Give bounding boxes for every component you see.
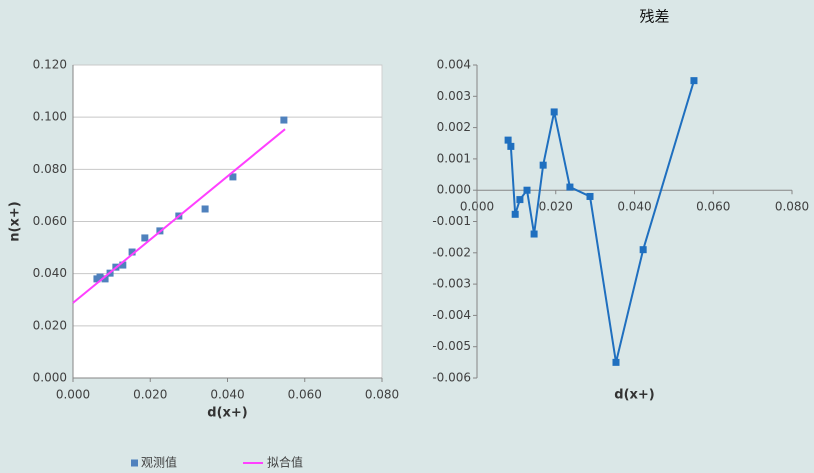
y-tick-label: 0.002 xyxy=(437,120,471,134)
x-tick-label: 0.020 xyxy=(539,200,573,214)
y-tick-label: 0.040 xyxy=(33,266,67,280)
data-point xyxy=(504,136,512,144)
data-point xyxy=(566,183,574,191)
data-point xyxy=(690,77,698,85)
data-point xyxy=(516,196,524,204)
data-point xyxy=(141,234,149,242)
series-line xyxy=(72,128,286,304)
data-point xyxy=(523,186,531,194)
y-tick-label: 0.000 xyxy=(33,371,67,385)
legend-label: 拟合值 xyxy=(267,455,303,470)
x-tick-label: 0.080 xyxy=(775,200,809,214)
data-point xyxy=(511,210,519,218)
x-tick-label: 0.080 xyxy=(365,388,399,402)
y-tick-label: 0.080 xyxy=(33,162,67,176)
y-tick-label: 0.020 xyxy=(33,318,67,332)
x-axis-title: d(x+) xyxy=(207,406,247,421)
x-tick-label: 0.040 xyxy=(210,388,244,402)
y-tick-label: -0.006 xyxy=(432,371,471,385)
y-tick-label: 0.120 xyxy=(33,58,67,72)
y-tick-label: 0.100 xyxy=(33,110,67,124)
y-tick-label: -0.001 xyxy=(432,214,471,228)
x-tick-label: 0.060 xyxy=(696,200,730,214)
y-axis-title: n(x+) xyxy=(8,201,23,241)
data-point xyxy=(229,173,237,181)
data-point xyxy=(530,230,538,238)
series-line xyxy=(507,80,695,363)
y-tick-label: 0.003 xyxy=(437,89,471,103)
x-tick-label: 0.060 xyxy=(288,388,322,402)
data-point xyxy=(128,248,136,256)
x-tick-label: 0.020 xyxy=(133,388,167,402)
x-axis-title: d(x+) xyxy=(614,388,654,403)
y-tick-label: -0.005 xyxy=(432,339,471,353)
y-tick-label: 0.060 xyxy=(33,214,67,228)
data-point xyxy=(280,116,288,124)
x-tick-label: 0.040 xyxy=(617,200,651,214)
data-point xyxy=(612,358,620,366)
data-point xyxy=(507,142,515,150)
data-point xyxy=(101,275,109,283)
data-point xyxy=(550,108,558,116)
legend-label: 观测值 xyxy=(141,455,177,470)
data-point xyxy=(539,161,547,169)
y-tick-label: 0.004 xyxy=(437,58,471,72)
legend-marker xyxy=(131,459,138,467)
data-point xyxy=(639,246,647,254)
y-tick-label: -0.002 xyxy=(432,245,471,259)
data-point xyxy=(586,192,594,200)
chart-title: 残差 xyxy=(639,8,669,26)
y-tick-label: 0.000 xyxy=(437,183,471,197)
y-tick-label: -0.004 xyxy=(432,308,471,322)
data-point xyxy=(96,273,104,281)
y-tick-label: 0.001 xyxy=(437,151,471,165)
y-tick-label: -0.003 xyxy=(432,277,471,291)
data-point xyxy=(119,261,127,269)
x-tick-label: 0.000 xyxy=(56,388,90,402)
data-point xyxy=(201,205,209,213)
